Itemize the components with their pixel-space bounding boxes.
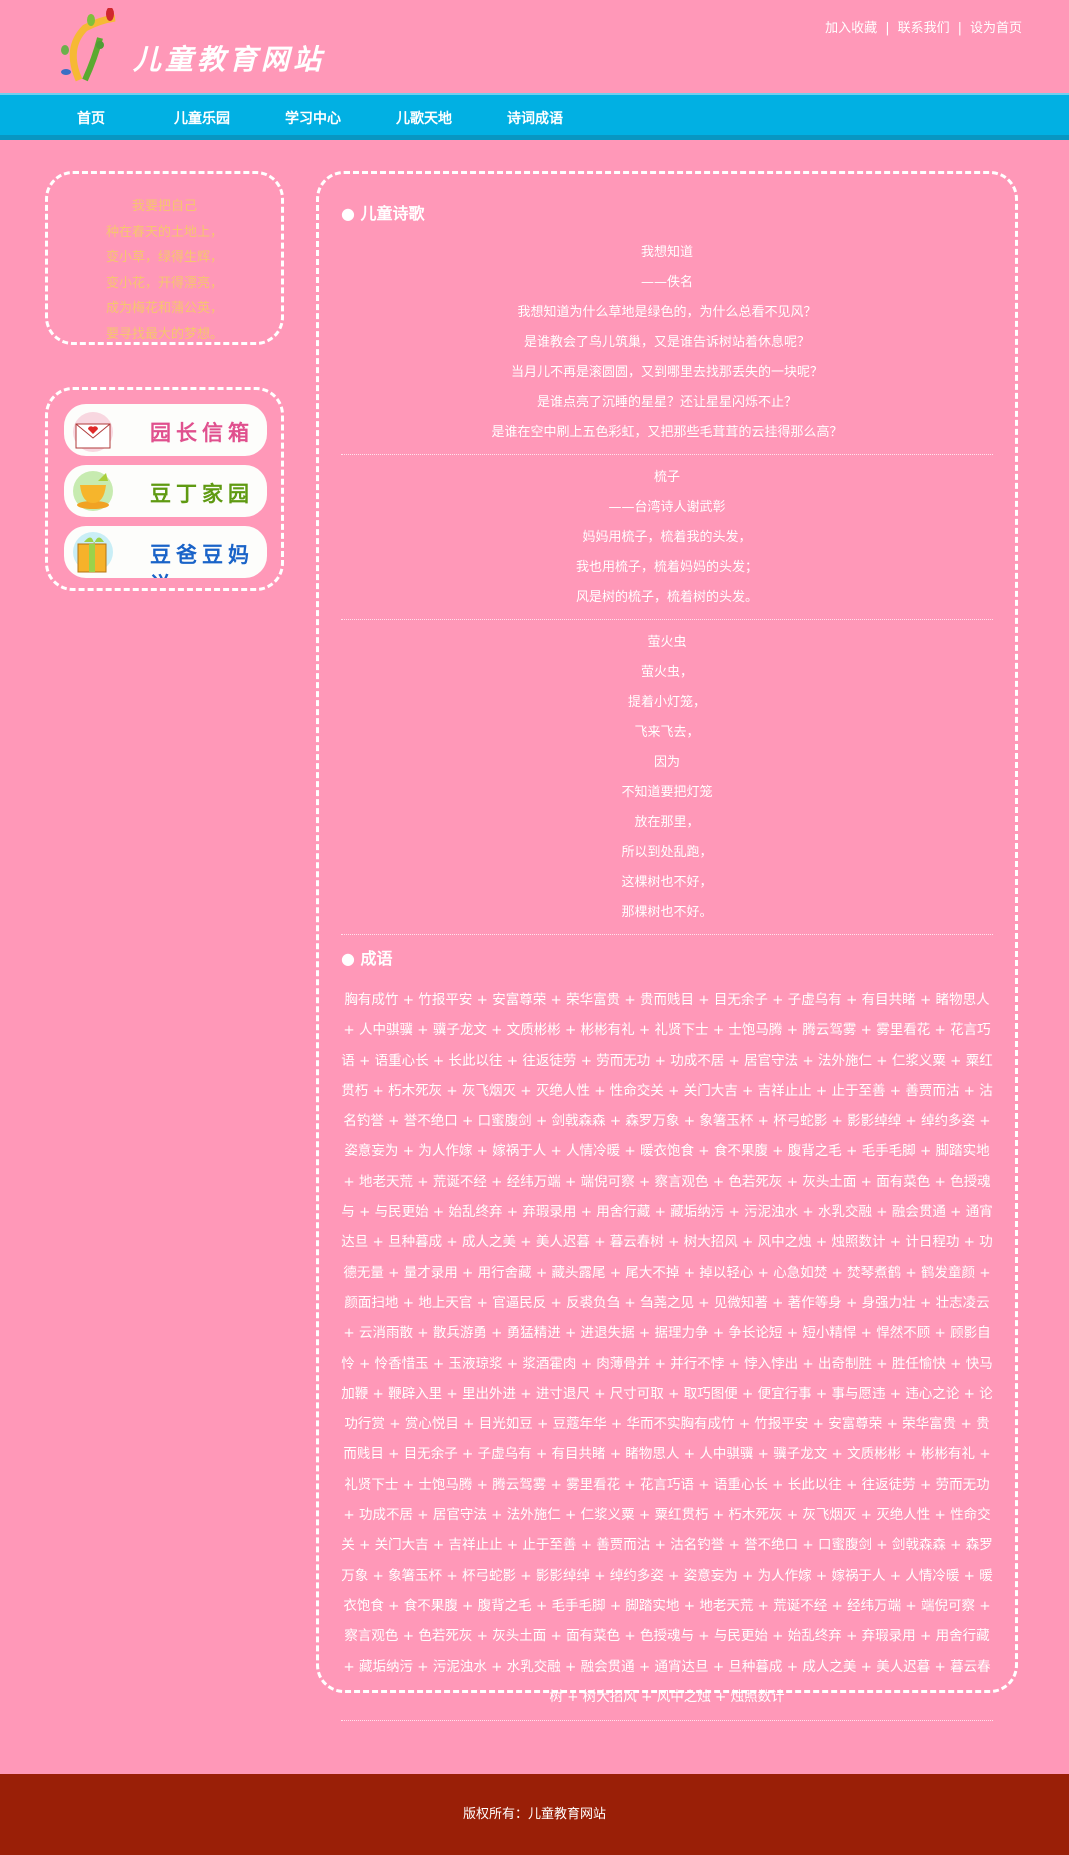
- principal-mailbox-button[interactable]: 园长信箱: [64, 404, 267, 456]
- sidebar-links-box: 园长信箱 豆丁家园 豆爸豆妈说: [45, 387, 284, 591]
- poem-line: 不知道要把灯笼: [621, 785, 713, 800]
- nav-poems-idioms[interactable]: 诗词成语: [507, 111, 563, 127]
- poem-line: 提着小灯笼，: [627, 695, 706, 710]
- sidebar-poem-line: 我要把自己: [131, 199, 197, 214]
- poem-line: 因为: [653, 755, 680, 770]
- idioms-section-title: ● 成语: [341, 949, 393, 968]
- sidebar-poem-line: 变小草，绿得生辉，: [105, 250, 223, 265]
- poem-line: 那棵树也不好。: [621, 905, 713, 920]
- poem-line: 所以到处乱跑，: [621, 845, 713, 860]
- header: 儿童教育网站 加入收藏 | 联系我们 | 设为首页: [0, 0, 1069, 93]
- sidebar-poem-box: 我要把自己 种在春天的土地上， 变小草，绿得生辉， 变小花，开得漂亮， 成为梅花…: [45, 171, 284, 345]
- poem: 我想知道 ——佚名我想知道为什么草地是绿色的，为什么总看不见风？ 是谁教会了鸟儿筑巢…: [341, 230, 993, 455]
- sidebar-poem-line: 变小花，开得漂亮，: [105, 275, 223, 291]
- poem-line: 飞来飞去，: [634, 725, 700, 740]
- sidebar-poem-line: 成为梅花和蒲公英，: [105, 301, 223, 316]
- main-content-box: ● 儿童诗歌 我想知道 ——佚名我想知道为什么草地是绿色的，为什么总看不见风？ 是谁…: [316, 171, 1018, 1722]
- gift-box-icon: [73, 532, 113, 573]
- parents-say-button[interactable]: 豆爸豆妈说: [64, 526, 267, 578]
- poem: 梳子 ——台湾诗人谢武彰妈妈用梳子，梳着我的头发， 我也用梳子，梳着妈妈的头发； 风是…: [341, 455, 993, 620]
- poems-section-title: ● 儿童诗歌: [341, 204, 425, 223]
- poem-line: 我也用梳子，梳着妈妈的头发；: [575, 560, 758, 575]
- button-label: 豆爸豆妈说: [150, 543, 254, 578]
- poem-line: ——佚名: [640, 275, 693, 290]
- poem-line: 当月儿不再是滚圆圆，又到哪里去找那丢失的一块呢？: [510, 365, 823, 380]
- copyright-text: 版权所有：儿童教育网站: [462, 1807, 606, 1822]
- poem-title: 我想知道: [640, 245, 693, 260]
- sidebar-poem-line: 种在春天的土地上，: [105, 224, 223, 240]
- poem-line: ——台湾诗人谢武彰: [608, 500, 726, 515]
- site-title: 儿童教育网站: [133, 43, 326, 76]
- top-links: 加入收藏 | 联系我们 | 设为首页: [825, 17, 1022, 36]
- nav-kids-park[interactable]: 儿童乐园: [174, 111, 230, 127]
- footer: 版权所有：儿童教育网站: [0, 1774, 1069, 1855]
- set-homepage-link[interactable]: 设为首页: [969, 21, 1022, 36]
- poem-title: 梳子: [653, 470, 680, 485]
- poem-line: 放在那里，: [634, 815, 700, 830]
- poem-line: 风是树的梳子，梳着树的头发。: [575, 590, 758, 605]
- envelope-heart-icon: [73, 412, 113, 452]
- poem-line: 是谁教会了鸟儿筑巢，又是谁告诉树站着休息呢？: [523, 335, 810, 350]
- nav-learning-center[interactable]: 学习中心: [285, 111, 341, 127]
- logo-child-icon: [61, 8, 116, 82]
- teacup-icon: [73, 471, 113, 511]
- site-logo[interactable]: 儿童教育网站: [55, 8, 345, 86]
- main-nav: 首页 儿童乐园 学习中心 儿歌天地 诗词成语: [0, 93, 1069, 140]
- button-label: 豆丁家园: [150, 482, 254, 506]
- doudou-home-button[interactable]: 豆丁家园: [64, 465, 267, 517]
- poem-line: 这棵树也不好，: [621, 875, 713, 890]
- nav-songs[interactable]: 儿歌天地: [396, 111, 452, 127]
- poem-line: 是谁在空中刷上五色彩虹，又把那些毛茸茸的云挂得那么高？: [491, 425, 843, 440]
- poem: 萤火虫萤火虫， 提着小灯笼， 飞来飞去， 因为不知道要把灯笼 放在那里， 所以到处乱跑， 这…: [341, 620, 993, 935]
- poem-line: 萤火虫，: [640, 665, 693, 680]
- contact-us-link[interactable]: 联系我们: [897, 21, 950, 36]
- nav-home[interactable]: 首页: [77, 111, 105, 127]
- idioms-text: 胸有成竹 + 竹报平安 + 安富尊荣 + 荣华富贵 + 贵而贱目 + 目无余子 …: [341, 975, 993, 1722]
- poem-line: 妈妈用梳子，梳着我的头发，: [582, 530, 752, 545]
- poem-line: 我想知道为什么草地是绿色的，为什么总看不见风？: [517, 305, 817, 320]
- button-label: 园长信箱: [150, 421, 254, 445]
- poem-line: 是谁点亮了沉睡的星星？还让星星闪烁不止？: [536, 395, 797, 410]
- poems-list: 我想知道 ——佚名我想知道为什么草地是绿色的，为什么总看不见风？ 是谁教会了鸟儿筑巢…: [341, 230, 993, 935]
- add-favorite-link[interactable]: 加入收藏: [825, 21, 878, 36]
- separator: |: [957, 21, 962, 36]
- separator: |: [885, 21, 890, 36]
- poem-title: 萤火虫: [647, 635, 687, 650]
- sidebar-poem-line: 要寻找最大的梦想。: [105, 326, 223, 342]
